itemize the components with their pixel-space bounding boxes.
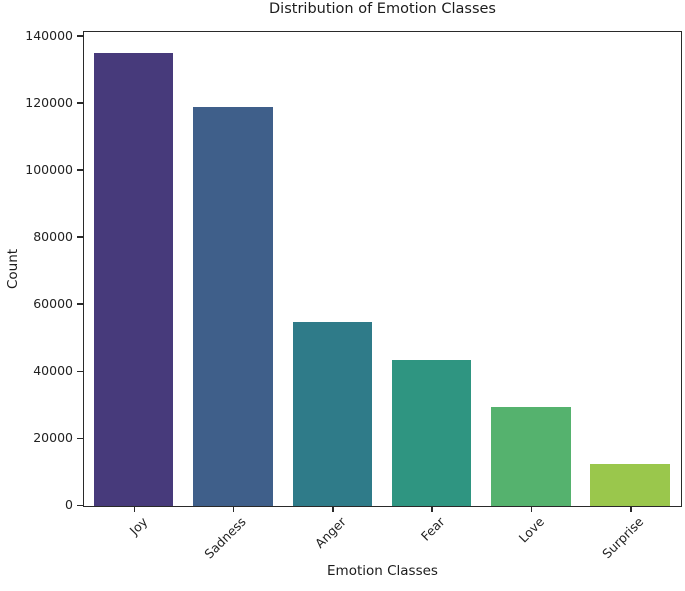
plot-area bbox=[83, 31, 682, 507]
bar-love bbox=[491, 407, 571, 506]
y-tick-label-0: 0 bbox=[65, 497, 73, 513]
y-axis-label: Count bbox=[5, 248, 21, 290]
y-tick-label-120000: 120000 bbox=[25, 95, 73, 111]
y-tick-label-140000: 140000 bbox=[25, 27, 73, 43]
x-tick-label-fear: Fear bbox=[418, 514, 448, 544]
y-tick-mark bbox=[77, 370, 83, 373]
x-tick-mark bbox=[232, 507, 235, 512]
bar-fear bbox=[391, 360, 472, 506]
x-tick-mark bbox=[630, 507, 632, 512]
bar-sadness bbox=[193, 106, 273, 506]
y-tick-mark bbox=[77, 102, 83, 104]
x-tick-label-joy: Joy bbox=[126, 514, 150, 538]
y-tick-mark bbox=[77, 35, 83, 37]
x-tick-mark bbox=[431, 507, 433, 512]
y-tick-label-100000: 100000 bbox=[25, 162, 73, 178]
x-tick-mark bbox=[530, 507, 533, 512]
y-tick-mark bbox=[77, 303, 83, 305]
y-tick-mark bbox=[77, 504, 83, 507]
chart-title: Distribution of Emotion Classes bbox=[269, 1, 496, 17]
x-tick-label-anger: Anger bbox=[311, 514, 349, 551]
x-tick-label-surprise: Surprise bbox=[599, 514, 647, 562]
y-tick-mark bbox=[77, 437, 83, 440]
y-tick-label-60000: 60000 bbox=[33, 296, 73, 312]
bar-surprise bbox=[590, 464, 670, 506]
y-tick-label-40000: 40000 bbox=[33, 363, 73, 379]
y-tick-mark bbox=[77, 169, 83, 171]
bar-anger bbox=[292, 321, 372, 506]
y-tick-mark bbox=[77, 236, 83, 238]
bar-joy bbox=[93, 53, 174, 506]
x-tick-mark bbox=[332, 507, 334, 512]
x-tick-label-sadness: Sadness bbox=[201, 514, 250, 562]
y-tick-label-80000: 80000 bbox=[33, 229, 73, 245]
y-tick-label-20000: 20000 bbox=[33, 430, 73, 446]
x-axis-label: Emotion Classes bbox=[327, 563, 438, 579]
x-tick-label-love: Love bbox=[515, 514, 548, 546]
x-tick-mark bbox=[133, 507, 135, 512]
